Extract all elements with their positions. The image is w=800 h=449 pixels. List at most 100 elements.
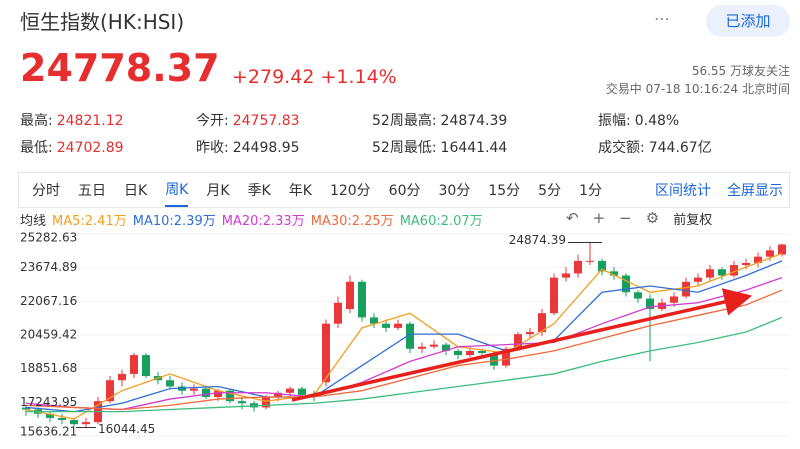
candle-body	[742, 262, 750, 266]
candle-body	[394, 323, 402, 328]
candle-body	[598, 260, 606, 272]
y-tick-label: 20459.42	[20, 328, 77, 342]
y-tick-label: 22067.16	[20, 294, 77, 308]
y-tick-label: 17243.95	[20, 395, 77, 409]
stat-value: 24702.89	[56, 140, 124, 156]
candle-body	[778, 244, 786, 255]
followers: 56.55 万球友关注	[691, 64, 790, 78]
tab[interactable]: 季K	[247, 183, 271, 199]
y-tick-label: 18851.68	[20, 361, 77, 375]
candle-body	[442, 344, 450, 351]
stat-label: 52周最高:	[372, 113, 437, 129]
tab[interactable]: 年K	[288, 183, 312, 199]
high-label: 24874.39	[509, 233, 566, 247]
candle-body	[766, 250, 774, 257]
candle-body	[430, 344, 438, 347]
ma-label: 均线	[20, 214, 47, 229]
ma-line	[25, 252, 783, 420]
candle-body	[382, 323, 390, 328]
ma-item: MA5:2.41万	[52, 214, 127, 229]
stat: 52周最高: 24874.39	[372, 110, 507, 130]
candle-body	[70, 420, 78, 425]
candle-body	[286, 388, 294, 393]
candle-body	[274, 392, 282, 397]
candle-body	[238, 401, 246, 404]
tool-link[interactable]: 全屏显示	[727, 183, 783, 199]
tab[interactable]: 1分	[579, 183, 602, 199]
tab[interactable]: 日K	[124, 183, 148, 199]
change: +279.42 +1.14%	[232, 66, 397, 88]
stat-label: 昨收:	[196, 140, 229, 156]
stat-label: 今开:	[196, 113, 229, 129]
candle-body	[730, 265, 738, 276]
candle-body	[322, 323, 330, 383]
tab[interactable]: 60分	[388, 183, 421, 199]
ma-legend: 均线 MA5:2.41万 MA10:2.39万 MA20:2.33万 MA30:2.25…	[20, 210, 483, 229]
tab[interactable]: 5分	[538, 183, 562, 199]
candle-body	[694, 277, 702, 282]
stat-label: 最低:	[20, 140, 53, 156]
candle-body	[202, 388, 210, 397]
stat-label: 振幅:	[598, 113, 631, 129]
ma-item: MA30:2.25万	[310, 214, 394, 229]
ma-item: MA10:2.39万	[132, 214, 216, 229]
tab-bar: 分时 五日 日K 周K 月K 季K 年K 120分 60分 30分 15分 5分 1分 区间统计 全屏显示	[18, 172, 790, 208]
candle-body	[466, 350, 474, 356]
y-tick-label: 15636.21	[20, 425, 77, 439]
candle-body	[406, 323, 414, 349]
candle-body	[142, 355, 150, 377]
ma-line	[25, 260, 783, 413]
stat-value: 24498.95	[232, 140, 300, 156]
candle-body	[610, 271, 618, 276]
candle-body	[106, 380, 114, 402]
tab[interactable]: 30分	[438, 183, 471, 199]
stat: 今开: 24757.83	[196, 110, 300, 130]
tab[interactable]: 120分	[329, 183, 371, 199]
candle-body	[298, 388, 306, 395]
candle-body	[526, 332, 534, 335]
stat: 振幅: 0.48%	[598, 110, 679, 130]
price: 24778.37	[20, 46, 220, 90]
ma-line	[26, 316, 783, 413]
zoom-in-icon[interactable]: +	[592, 209, 606, 227]
tab[interactable]: 五日	[78, 183, 106, 199]
candle-body	[550, 277, 558, 314]
follow-button[interactable]: 已添加	[706, 5, 790, 37]
candle-body	[190, 388, 198, 391]
candle-body	[454, 350, 462, 356]
candle-body	[226, 390, 234, 402]
zoom-out-icon[interactable]: −	[619, 209, 632, 227]
change-value: +279.42	[232, 66, 315, 88]
chart-tools: ↶ + − ⚙ 前复权	[566, 209, 712, 228]
candle-body	[346, 281, 354, 310]
candle-body	[262, 396, 270, 408]
candle-body	[118, 373, 126, 381]
tab[interactable]: 分时	[32, 183, 60, 199]
candle-body	[478, 350, 486, 353]
stat-value: 744.67亿	[648, 140, 712, 156]
settings-icon[interactable]: ⚙	[645, 209, 660, 227]
tab[interactable]: 15分	[488, 183, 521, 199]
y-tick-label: 25282.63	[20, 231, 77, 245]
candle-body	[130, 355, 138, 374]
candle-body	[334, 302, 342, 324]
candle-body	[82, 422, 90, 425]
stat: 成交额: 744.67亿	[598, 137, 712, 157]
candle-body	[370, 317, 378, 324]
tool-link[interactable]: 区间统计	[655, 183, 711, 199]
tab[interactable]: 周K	[165, 173, 189, 207]
candle-body	[682, 281, 690, 297]
more-icon[interactable]: ⋯	[654, 9, 670, 28]
tools: 区间统计 全屏显示	[655, 180, 783, 200]
stat: 最低: 24702.89	[20, 137, 124, 157]
tab[interactable]: 月K	[206, 183, 230, 199]
change-pct: +1.14%	[320, 66, 397, 88]
status: 交易中 07-18 10:16:24 北京时间	[605, 82, 790, 96]
candle-body	[586, 260, 594, 262]
undo-icon[interactable]: ↶	[566, 209, 579, 227]
adjust[interactable]: 前复权	[673, 213, 713, 228]
candle-body	[754, 256, 762, 263]
stat: 52周最低: 16441.44	[372, 137, 507, 157]
